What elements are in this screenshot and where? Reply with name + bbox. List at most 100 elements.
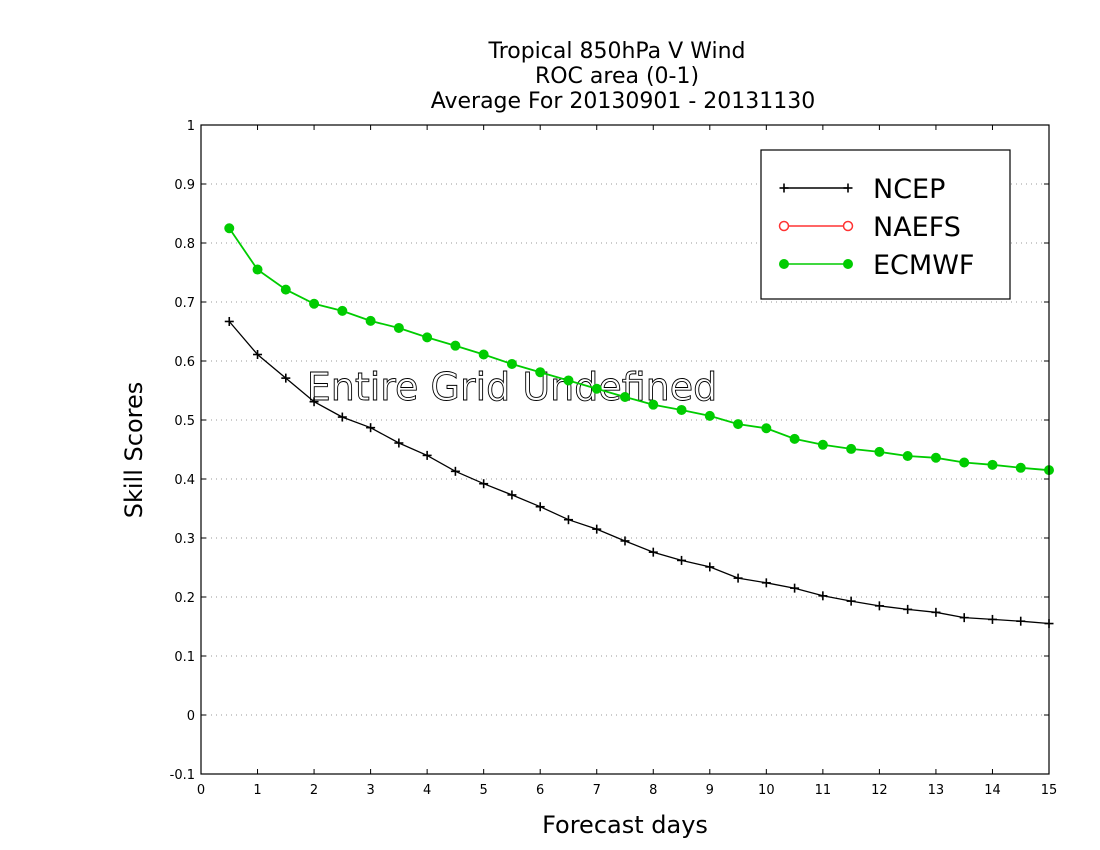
y-tick-label: 0.7: [174, 296, 195, 311]
ncep-data-point: [281, 373, 291, 383]
chart-title-line-3: Average For 20130901 - 20131130: [431, 89, 816, 114]
ecmwf-data-point: [393, 322, 404, 333]
ecmwf-data-point: [337, 305, 348, 316]
ncep-legend-label: NCEP: [873, 174, 945, 205]
x-tick-label: 7: [593, 783, 601, 798]
x-tick-label: 1: [253, 783, 261, 798]
ecmwf-legend-marker: [779, 259, 789, 269]
ncep-data-point: [648, 547, 658, 557]
legend-box: [760, 149, 1011, 300]
x-tick-label: 15: [1041, 783, 1058, 798]
y-tick-label: 1: [187, 119, 195, 134]
ecmwf-data-point: [478, 349, 489, 360]
ecmwf-data-point: [365, 315, 376, 326]
legend: NCEP NAEFS ECMWF: [760, 149, 1011, 300]
ncep-data-point: [705, 562, 715, 572]
ecmwf-data-point: [846, 443, 857, 454]
ecmwf-data-point: [987, 459, 998, 470]
y-tick-label: 0.5: [174, 414, 195, 429]
ncep-data-point: [253, 350, 263, 360]
ncep-data-point: [903, 604, 913, 614]
ncep-data-point: [337, 412, 347, 422]
ncep-data-point: [563, 515, 573, 525]
naefs-legend-marker: [842, 220, 854, 232]
ncep-data-point: [1016, 616, 1026, 626]
ncep-data-point: [479, 479, 489, 489]
ecmwf-data-point: [874, 446, 885, 457]
ecmwf-data-point: [733, 419, 744, 430]
ecmwf-data-point: [563, 375, 574, 386]
y-tick-label: 0.9: [174, 178, 195, 193]
ecmwf-data-point: [761, 423, 772, 434]
ncep-data-point: [790, 583, 800, 593]
ncep-data-point: [592, 524, 602, 534]
y-tick-label: 0.3: [174, 532, 195, 547]
ncep-legend-marker: [779, 183, 789, 193]
x-tick-label: 0: [197, 783, 205, 798]
ncep-data-point: [422, 450, 432, 460]
chart-title-line-1: Tropical 850hPa V Wind: [487, 39, 745, 64]
ecmwf-data-point: [676, 404, 687, 415]
ecmwf-data-point: [506, 358, 517, 369]
ecmwf-legend-marker: [843, 259, 853, 269]
ncep-data-point: [620, 536, 630, 546]
x-tick-label: 3: [366, 783, 374, 798]
x-tick-label: 4: [423, 783, 431, 798]
y-tick-label: -0.1: [170, 768, 195, 783]
ncep-series-line: [228, 321, 1050, 625]
ecmwf-data-point: [224, 223, 235, 234]
ecmwf-data-point: [817, 439, 828, 450]
ncep-data-point: [507, 490, 517, 500]
y-tick-label: 0.4: [174, 473, 195, 488]
plot-frame: [200, 124, 1050, 775]
ecmwf-data-point: [309, 298, 320, 309]
ncep-data-point: [959, 613, 969, 623]
y-tick-label: 0.6: [174, 355, 195, 370]
ncep-legend-marker: [843, 183, 853, 193]
y-tick-label: 0: [187, 709, 195, 724]
ncep-data-point: [677, 555, 687, 565]
x-tick-label: 2: [310, 783, 318, 798]
axis-ticks: 10.90.80.70.60.50.40.30.20.10-0.10 1 2 3 4 5 6…: [170, 119, 1058, 798]
series-lines: [224, 223, 1054, 629]
ncep-data-point: [987, 614, 997, 624]
y-tick-label: 0.2: [174, 591, 195, 606]
ncep-data-point: [931, 607, 941, 617]
ncep-data-point: [761, 578, 771, 588]
ecmwf-data-point: [450, 340, 461, 351]
ecmwf-data-point: [704, 410, 715, 421]
ecmwf-data-point: [648, 399, 659, 410]
x-axis-label: Forecast days: [542, 811, 708, 839]
x-tick-label: 6: [536, 783, 544, 798]
ecmwf-data-point: [535, 367, 546, 378]
ecmwf-data-point: [252, 264, 263, 275]
ecmwf-data-point: [902, 450, 913, 461]
x-tick-label: 14: [984, 783, 1001, 798]
x-tick-label: 10: [758, 783, 775, 798]
x-tick-label: 8: [649, 783, 657, 798]
x-tick-label: 5: [480, 783, 488, 798]
ncep-data-point: [224, 316, 234, 326]
ecmwf-data-point: [959, 457, 970, 468]
ncep-data-point: [874, 601, 884, 611]
ecmwf-data-point: [620, 391, 630, 402]
naefs-legend-label: NAEFS: [873, 212, 961, 243]
ecmwf-data-point: [280, 284, 291, 295]
ncep-data-point: [366, 423, 376, 433]
ncep-data-point: [733, 573, 743, 583]
ncep-data-point: [394, 438, 404, 448]
naefs-legend-marker: [778, 220, 790, 232]
x-tick-label: 13: [928, 783, 945, 798]
ncep-data-point: [309, 397, 319, 407]
ncep-data-point: [450, 466, 460, 476]
chart-title-line-2: ROC area (0-1): [535, 64, 699, 89]
y-tick-label: 0.1: [174, 650, 195, 665]
ncep-data-point: [535, 502, 545, 512]
y-axis-label: Skill Scores: [120, 382, 148, 519]
x-tick-label: 9: [706, 783, 714, 798]
x-tick-label: 12: [871, 783, 888, 798]
ncep-data-point: [846, 596, 856, 606]
ecmwf-data-point: [930, 452, 941, 463]
x-tick-label: 11: [815, 783, 832, 798]
